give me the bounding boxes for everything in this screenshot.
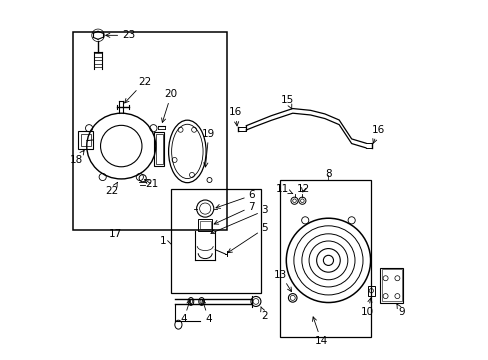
Bar <box>73 32 226 230</box>
Bar <box>78 131 93 149</box>
Bar <box>280 180 370 337</box>
Bar <box>381 269 401 301</box>
Text: 16: 16 <box>371 125 384 143</box>
Bar <box>200 221 210 229</box>
Text: 10: 10 <box>361 298 373 317</box>
Text: 5: 5 <box>227 223 267 253</box>
Text: 4: 4 <box>180 300 190 324</box>
Text: 2: 2 <box>260 307 267 321</box>
Text: 23: 23 <box>105 30 135 40</box>
Text: 19: 19 <box>202 129 215 167</box>
Text: 15: 15 <box>280 95 293 109</box>
Text: 12: 12 <box>296 184 309 194</box>
Bar <box>156 134 163 164</box>
Text: 18: 18 <box>70 150 84 165</box>
Text: 11: 11 <box>275 184 292 194</box>
Text: 22: 22 <box>124 77 151 103</box>
Text: 1: 1 <box>160 236 166 246</box>
Bar <box>154 132 164 166</box>
Bar <box>81 134 90 147</box>
Text: 21: 21 <box>144 179 158 189</box>
Text: 14: 14 <box>312 317 327 346</box>
Bar <box>380 267 403 303</box>
Text: 8: 8 <box>325 168 331 179</box>
Bar <box>171 189 260 293</box>
Bar <box>198 219 212 231</box>
Text: 4: 4 <box>201 300 212 324</box>
Text: 6: 6 <box>216 190 254 208</box>
Text: 17: 17 <box>109 229 122 239</box>
Text: 9: 9 <box>396 304 404 317</box>
Text: 3: 3 <box>210 205 267 234</box>
Text: 7: 7 <box>214 202 254 224</box>
Text: 22: 22 <box>105 182 119 197</box>
Bar <box>367 286 374 296</box>
Text: 13: 13 <box>274 270 291 292</box>
Text: 20: 20 <box>161 89 178 122</box>
Text: 16: 16 <box>228 107 242 126</box>
